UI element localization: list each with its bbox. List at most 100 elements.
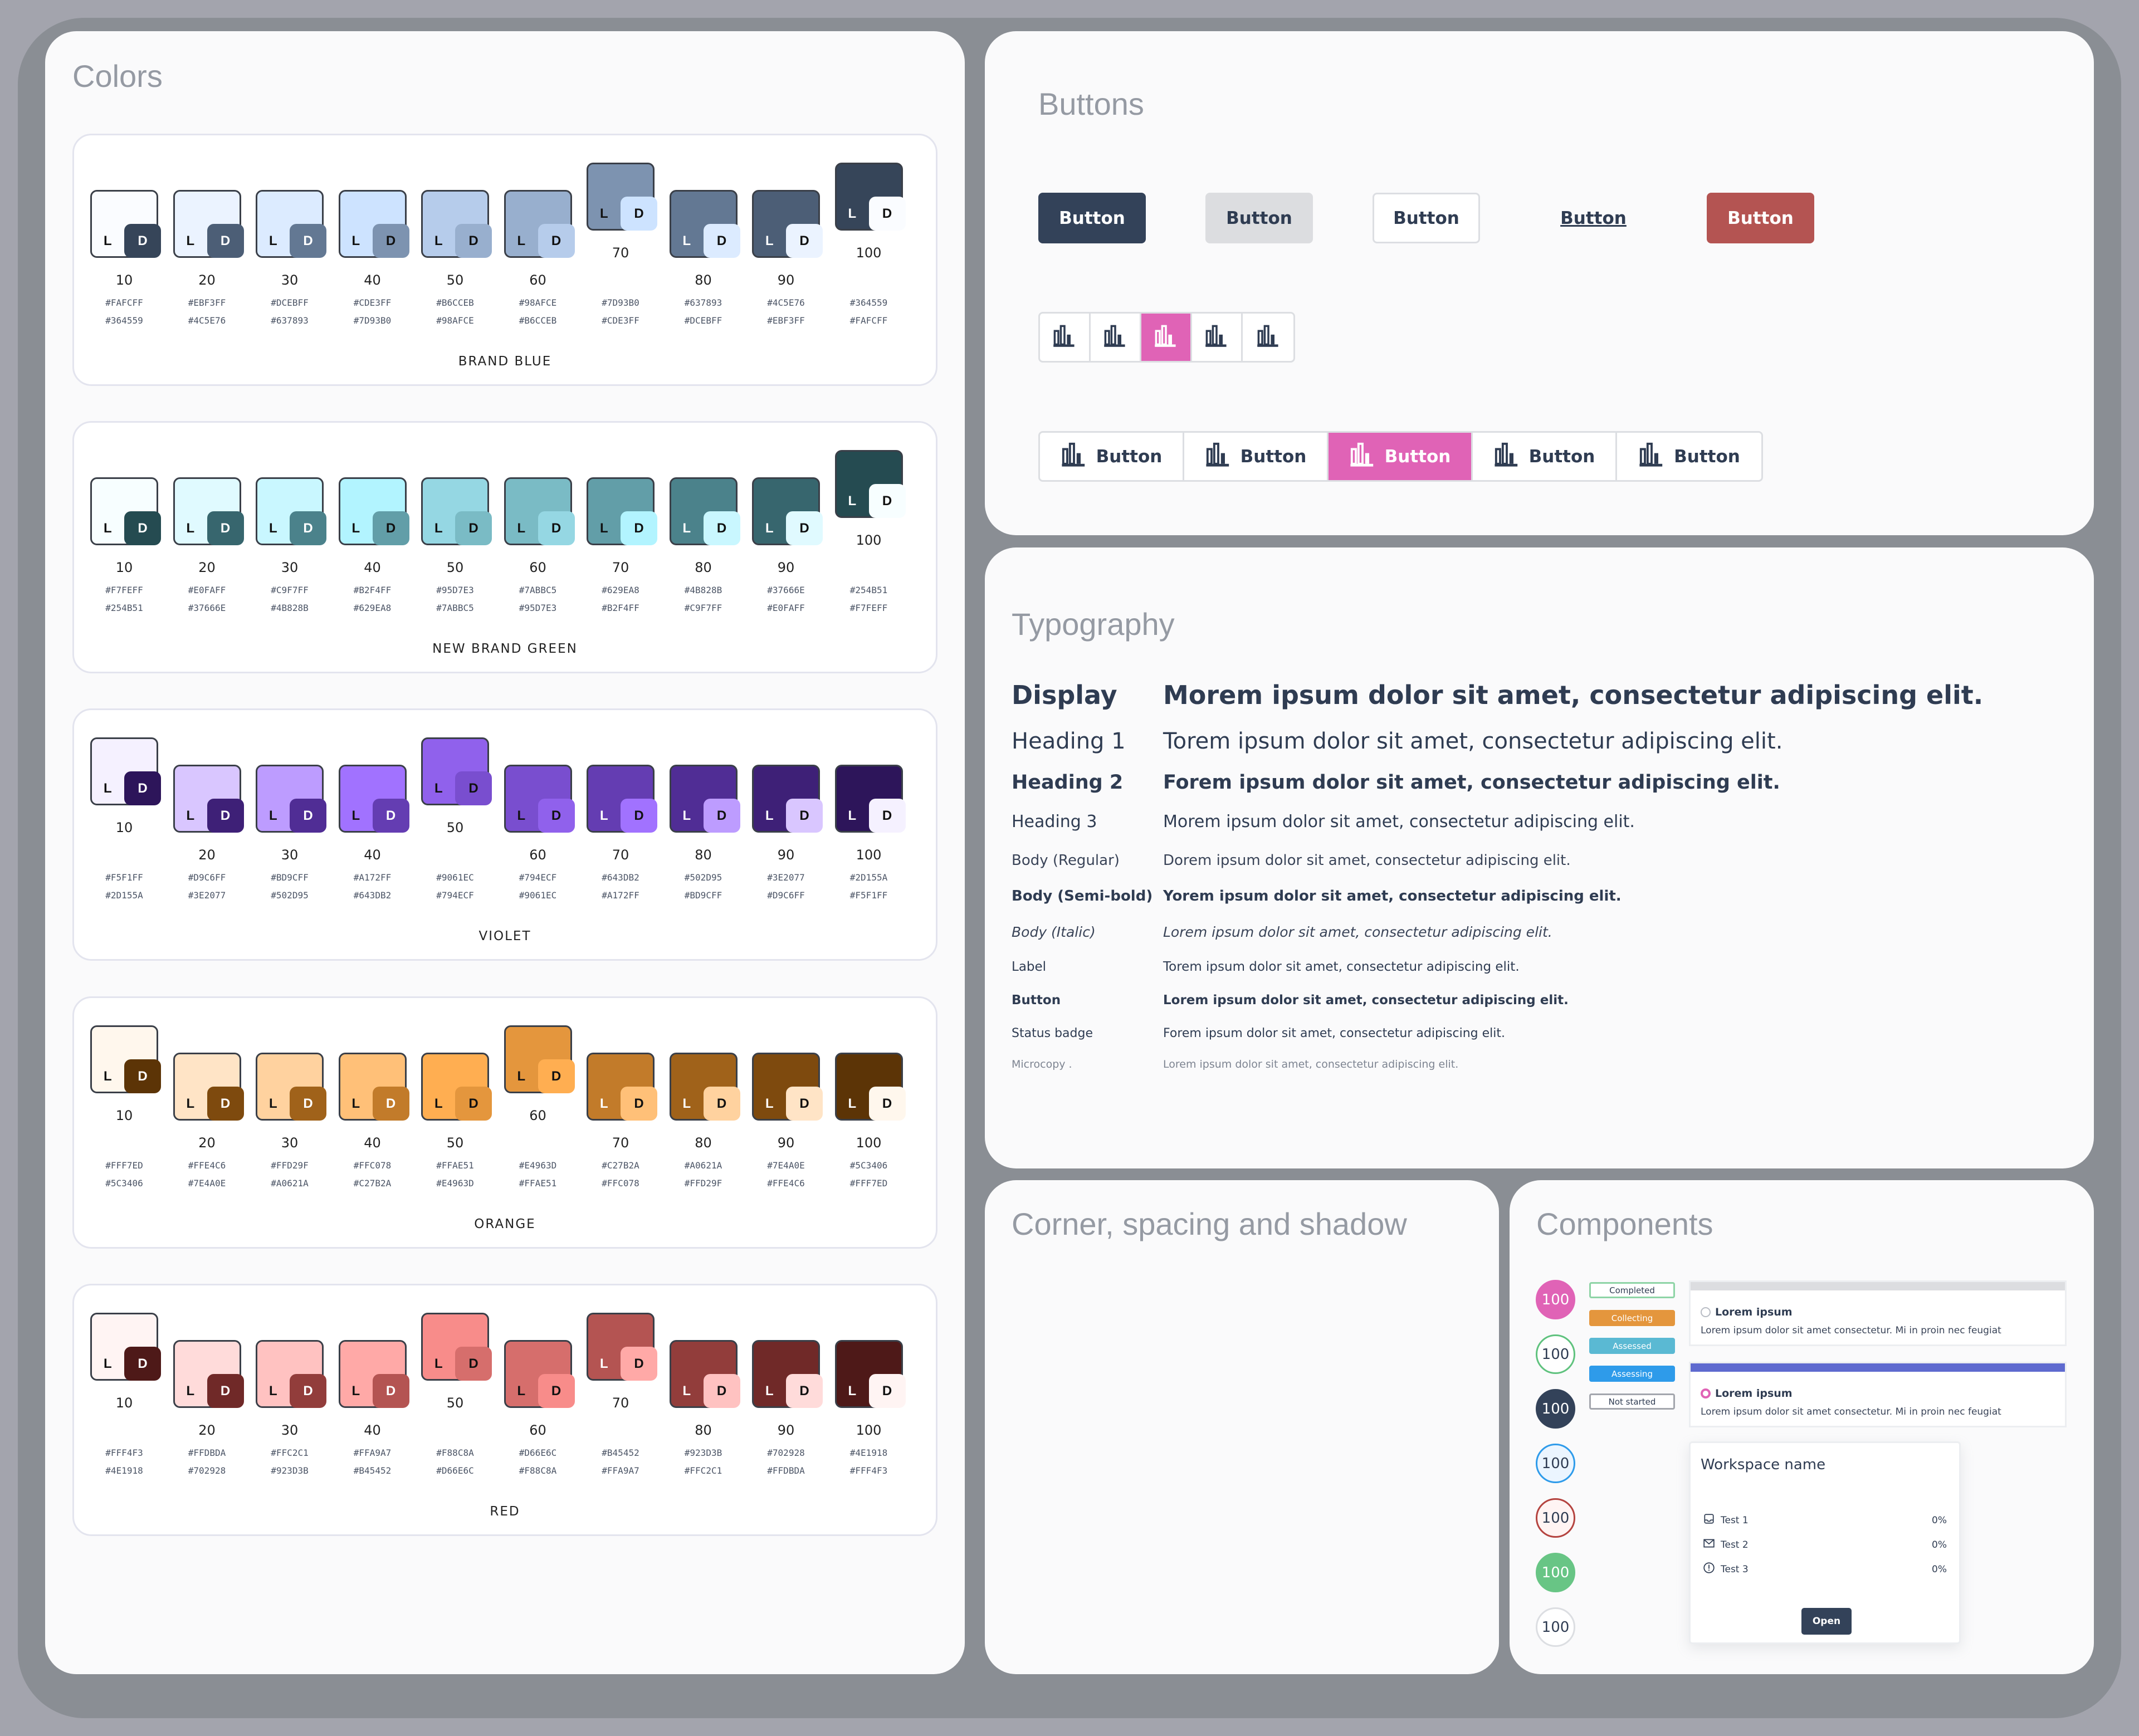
swatch-hex-values: #502D95 #BD9CFF xyxy=(684,872,722,901)
segmented-button[interactable]: Button xyxy=(1329,433,1473,480)
bar-chart-icon xyxy=(1061,441,1087,472)
swatch-step: 80 xyxy=(695,847,712,863)
selectable-card[interactable]: Lorem ipsum Lorem ipsum dolor sit amet co… xyxy=(1689,1280,2067,1346)
swatch-step: 80 xyxy=(695,1135,712,1151)
count-badge: 100 xyxy=(1536,1389,1575,1429)
type-style-label: Body (Regular) xyxy=(1012,852,1120,869)
swatch-hex-values: #4C5E76 #EBF3FF xyxy=(767,297,805,326)
dark-swatch: D xyxy=(786,224,823,258)
segmented-button[interactable]: Button xyxy=(1184,433,1329,480)
type-style-label: Heading 2 xyxy=(1012,771,1124,794)
palette-orange: D L 10 D L 20 D L 30 D L 40 D L 50 D L 60 D L 70 D L 80 D L 90 D L 10… xyxy=(72,996,937,1249)
buttons-panel: Buttons Button Button Button Button Button B… xyxy=(985,31,2094,535)
light-letter: L xyxy=(351,1383,360,1398)
light-letter: L xyxy=(765,233,774,248)
icon-button[interactable] xyxy=(1040,314,1091,361)
swatch-hex-values: #7D93B0 #CDE3FF xyxy=(602,297,639,326)
bar-chart-icon xyxy=(1052,324,1077,351)
radio-unselected-icon[interactable] xyxy=(1701,1307,1711,1317)
swatch-hex-values: #BD9CFF #502D95 xyxy=(271,872,309,901)
swatch-hex-values: #3E2077 #D9C6FF xyxy=(767,872,805,901)
light-letter: L xyxy=(600,1096,608,1111)
swatch-step: 80 xyxy=(695,1422,712,1438)
swatch-hex-values: #FFC2C1 #923D3B xyxy=(271,1448,309,1476)
danger-button[interactable]: Button xyxy=(1707,193,1814,243)
swatch-step: 40 xyxy=(364,272,381,288)
count-badge: 100 xyxy=(1536,1334,1575,1374)
swatch-step: 40 xyxy=(364,560,381,575)
dark-swatch: D xyxy=(124,1347,161,1381)
type-style-label: Heading 3 xyxy=(1012,812,1097,832)
dark-swatch: D xyxy=(868,1374,906,1408)
dark-swatch: D xyxy=(372,511,409,545)
dark-swatch: D xyxy=(621,1347,657,1381)
type-style-label: Microcopy . xyxy=(1012,1058,1072,1070)
dark-swatch: D xyxy=(455,511,492,545)
swatch-hex-values: #A0621A #FFD29F xyxy=(684,1160,722,1189)
radio-selected-icon[interactable] xyxy=(1701,1388,1711,1398)
swatch-hex-values: #637893 #DCEBFF xyxy=(684,297,722,326)
light-letter: L xyxy=(517,521,526,536)
swatch-hex-values: #E0FAFF #37666E xyxy=(188,585,226,613)
light-letter: L xyxy=(600,1356,608,1371)
swatch-hex-values: #B2F4FF #629EA8 xyxy=(353,585,392,613)
dark-swatch: D xyxy=(538,511,575,545)
dark-swatch: D xyxy=(290,224,326,258)
swatch-hex-values: #D9C6FF #3E2077 xyxy=(188,872,226,901)
light-letter: L xyxy=(848,206,857,221)
swatch-step: 80 xyxy=(695,560,712,575)
swatch-step: 90 xyxy=(777,1422,795,1438)
segmented-button-label: Button xyxy=(1240,446,1307,467)
icon-button[interactable] xyxy=(1141,314,1192,361)
swatch-step: 90 xyxy=(777,272,795,288)
swatch-hex-values: #E4963D #FFAE51 xyxy=(519,1160,557,1189)
secondary-button[interactable]: Button xyxy=(1205,193,1313,243)
type-style-sample: Yorem ipsum dolor sit amet, consectetur … xyxy=(1163,888,1622,904)
type-style-label: Status badge xyxy=(1012,1026,1093,1040)
type-style-sample: Forem ipsum dolor sit amet, consectetur … xyxy=(1163,1026,1505,1040)
light-letter: L xyxy=(682,1096,691,1111)
swatch-hex-values: #4B828B #C9F7FF xyxy=(684,585,722,613)
swatch-hex-values: #B6CCEB #98AFCE xyxy=(436,297,474,326)
swatch-step: 90 xyxy=(777,560,795,575)
dark-swatch: D xyxy=(621,1087,657,1121)
segmented-button[interactable]: Button xyxy=(1473,433,1617,480)
status-badge: Assessed xyxy=(1589,1338,1675,1354)
swatch-step: 60 xyxy=(529,1422,546,1438)
outline-button[interactable]: Button xyxy=(1373,193,1480,243)
dark-swatch: D xyxy=(124,511,161,545)
segmented-button[interactable]: Button xyxy=(1040,433,1184,480)
palette-new-brand-green: D L 10 D L 20 D L 30 D L 40 D L 50 D L 60 D L 70 D L 80 D L 90 D L 10… xyxy=(72,421,937,673)
light-letter: L xyxy=(269,1383,277,1398)
swatch-step: 70 xyxy=(612,1135,629,1151)
icon-button[interactable] xyxy=(1192,314,1243,361)
swatch-hex-values: #FFAE51 #E4963D xyxy=(436,1160,474,1189)
icon-button[interactable] xyxy=(1091,314,1141,361)
light-letter: L xyxy=(351,521,360,536)
swatch-step: 10 xyxy=(115,1108,133,1123)
typography-title: Typography xyxy=(1012,607,1175,642)
dark-swatch: D xyxy=(207,511,244,545)
mail-icon xyxy=(1703,1537,1715,1552)
segmented-button[interactable]: Button xyxy=(1617,433,1761,480)
light-letter: L xyxy=(434,781,443,796)
palette-name: BRAND BLUE xyxy=(458,354,552,369)
segmented-button-label: Button xyxy=(1528,446,1595,467)
light-letter: L xyxy=(682,808,691,823)
swatch-hex-values: #F7FEFF #254B51 xyxy=(105,585,143,613)
swatch-hex-values: #702928 #FFDBDA xyxy=(767,1448,805,1476)
swatch-hex-values: #37666E #E0FAFF xyxy=(767,585,805,613)
palette-name: VIOLET xyxy=(478,929,531,943)
bar-chart-icon xyxy=(1638,441,1665,472)
icon-button[interactable] xyxy=(1243,314,1293,361)
open-button[interactable]: Open xyxy=(1801,1608,1852,1635)
light-letter: L xyxy=(517,808,526,823)
type-style-label: Heading 1 xyxy=(1012,728,1126,754)
link-button[interactable]: Button xyxy=(1560,208,1627,228)
bar-chart-icon xyxy=(1103,324,1127,351)
light-letter: L xyxy=(600,808,608,823)
dark-swatch: D xyxy=(290,1087,326,1121)
swatch-step: 10 xyxy=(115,1395,133,1411)
primary-button[interactable]: Button xyxy=(1038,193,1146,243)
selectable-card[interactable]: Lorem ipsum Lorem ipsum dolor sit amet co… xyxy=(1689,1362,2067,1427)
